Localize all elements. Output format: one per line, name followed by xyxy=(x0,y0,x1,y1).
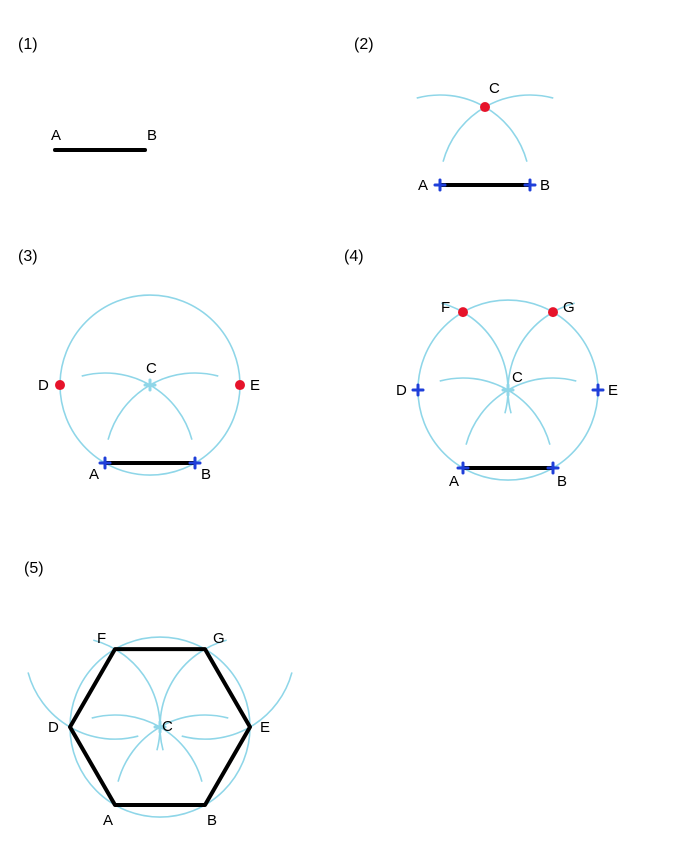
svg-text:D: D xyxy=(48,719,59,736)
svg-text:G: G xyxy=(563,299,575,316)
step-1-label: (1) xyxy=(18,36,38,54)
svg-text:A: A xyxy=(418,177,428,194)
svg-text:A: A xyxy=(89,466,99,483)
svg-text:D: D xyxy=(38,377,49,394)
panel-4: A B C D E F G xyxy=(358,253,658,513)
svg-text:C: C xyxy=(489,80,500,97)
svg-text:D: D xyxy=(396,382,407,399)
svg-text:C: C xyxy=(146,360,157,377)
svg-text:A: A xyxy=(51,127,61,144)
svg-text:B: B xyxy=(201,466,211,483)
page: { "colors": { "bg": "#ffffff", "text": "… xyxy=(0,0,693,863)
svg-text:B: B xyxy=(557,473,567,490)
panel-3: A B C D E xyxy=(10,268,290,503)
panel-2: A B C xyxy=(385,55,615,215)
svg-text:C: C xyxy=(512,369,523,386)
svg-text:F: F xyxy=(97,630,106,647)
panel-5: A B C D E F G xyxy=(10,570,310,860)
svg-text:F: F xyxy=(441,299,450,316)
svg-text:E: E xyxy=(250,377,260,394)
svg-text:A: A xyxy=(103,812,113,829)
step-3-label: (3) xyxy=(18,248,38,266)
panel-1: AB xyxy=(40,120,200,180)
step-2-label: (2) xyxy=(354,36,374,54)
svg-text:B: B xyxy=(540,177,550,194)
svg-text:B: B xyxy=(147,127,157,144)
svg-text:E: E xyxy=(608,382,618,399)
svg-text:B: B xyxy=(207,812,217,829)
svg-text:G: G xyxy=(213,630,225,647)
svg-text:A: A xyxy=(449,473,459,490)
svg-text:E: E xyxy=(260,719,270,736)
svg-text:C: C xyxy=(162,718,173,735)
